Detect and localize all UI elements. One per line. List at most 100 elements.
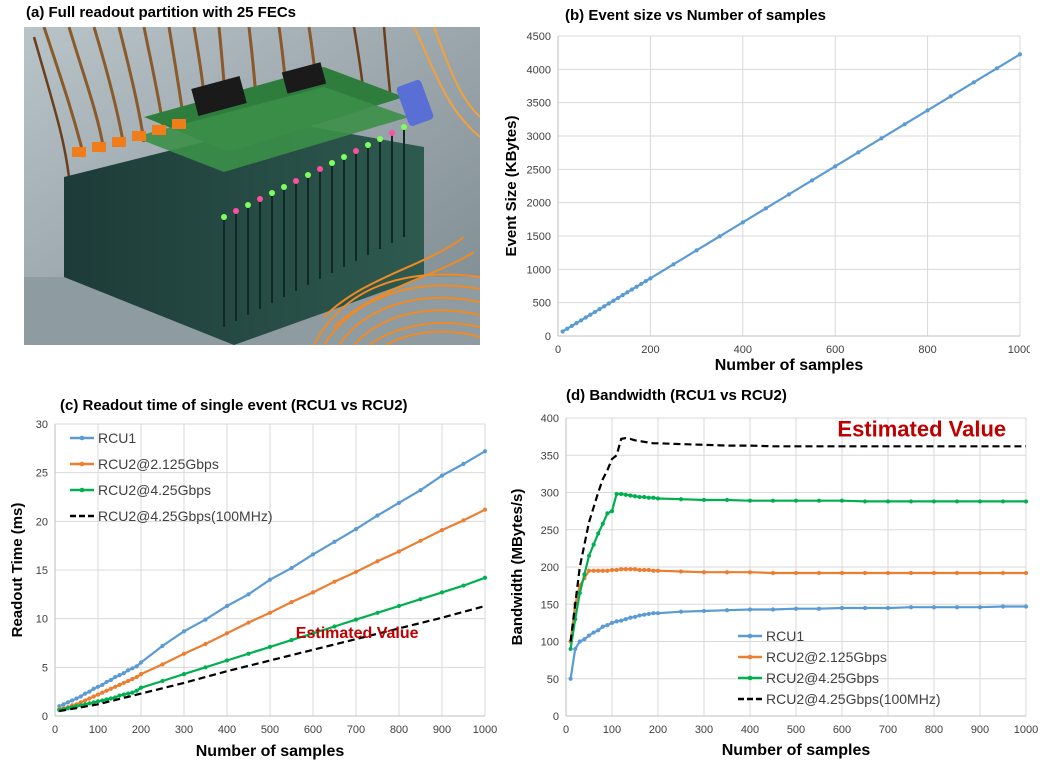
x-tick-label: 800 <box>925 724 943 736</box>
bandwidth-chart: 0 50 100 150 200 250 300 350 400 0 100 200 300 400 500… <box>509 413 1038 759</box>
data-point <box>582 572 587 577</box>
data-point <box>628 567 633 572</box>
data-point <box>1023 604 1029 609</box>
data-point <box>574 321 579 326</box>
x-tick-label: 700 <box>879 724 897 736</box>
data-point <box>596 568 601 573</box>
data-point <box>78 700 83 705</box>
data-point <box>418 538 423 543</box>
data-point <box>126 668 131 673</box>
y-tick-label: 30 <box>36 419 48 431</box>
data-point <box>134 664 139 669</box>
x-tick-label: 600 <box>304 724 322 736</box>
data-point <box>353 527 359 532</box>
x-tick-label: 400 <box>218 724 236 736</box>
data-point <box>694 248 699 253</box>
data-point <box>61 702 66 707</box>
data-point <box>224 603 230 609</box>
data-point <box>724 497 730 503</box>
data-point <box>138 660 144 665</box>
data-point <box>639 281 644 287</box>
x-tick-label: 0 <box>52 724 58 736</box>
data-point <box>224 631 230 636</box>
data-point <box>289 565 294 571</box>
data-point <box>583 315 588 320</box>
data-point <box>203 641 208 647</box>
data-point <box>461 461 466 467</box>
data-point <box>130 690 135 695</box>
data-point <box>104 679 109 685</box>
data-point <box>678 569 684 574</box>
data-point <box>763 206 768 211</box>
data-point <box>569 323 574 329</box>
y-tick-label: 3000 <box>527 131 551 143</box>
data-point <box>605 623 610 628</box>
data-point <box>332 624 337 629</box>
data-point <box>816 498 822 503</box>
y-tick-label: 300 <box>541 488 559 500</box>
data-point <box>609 567 615 573</box>
data-point <box>108 686 113 691</box>
data-point <box>482 449 488 454</box>
x-tick-label: 100 <box>89 724 107 736</box>
data-point <box>632 567 638 572</box>
y-tick-label: 10 <box>36 614 48 626</box>
data-point <box>181 672 187 677</box>
event-size-chart: 0 500 1000 1500 2000 2500 3000 3500 4000 4500 0 200… <box>503 31 1030 374</box>
data-point <box>629 287 635 292</box>
data-point <box>614 491 619 497</box>
data-point <box>310 552 316 557</box>
x-tick-label: 300 <box>175 724 193 736</box>
data-point <box>1000 604 1006 609</box>
data-point <box>839 605 845 611</box>
data-point <box>642 612 647 617</box>
data-point <box>586 553 592 558</box>
data-point <box>91 694 96 699</box>
x-tick-label: 200 <box>649 724 667 736</box>
data-point <box>908 605 914 610</box>
data-point <box>620 293 625 298</box>
data-point <box>931 570 937 576</box>
data-point <box>655 568 661 573</box>
series-line-3 <box>569 436 1026 642</box>
legend-marker <box>79 461 85 467</box>
data-point <box>310 631 316 636</box>
data-point <box>948 94 953 99</box>
y-axis-label: Readout Time (ms) <box>9 503 26 638</box>
x-tick-label: 1000 <box>1014 724 1038 736</box>
data-point <box>565 326 570 331</box>
data-point <box>181 629 187 634</box>
data-point <box>160 678 165 684</box>
data-point <box>577 590 582 596</box>
data-point <box>375 513 380 518</box>
legend-marker <box>79 435 85 441</box>
data-point <box>609 509 615 514</box>
legend-marker <box>747 633 753 639</box>
data-point <box>582 637 587 642</box>
legend-label: RCU2@4.25Gbps <box>766 670 879 686</box>
data-point <box>91 686 96 691</box>
data-point <box>651 611 656 616</box>
data-point <box>619 567 624 572</box>
data-point <box>579 318 584 323</box>
y-tick-label: 4500 <box>527 31 551 43</box>
data-point <box>353 617 359 622</box>
data-point <box>642 494 647 500</box>
data-point <box>461 583 466 588</box>
data-point <box>747 570 753 575</box>
data-point <box>83 691 88 696</box>
x-tick-label: 300 <box>695 724 713 736</box>
x-tick-label: 600 <box>833 724 851 736</box>
data-point <box>596 628 601 633</box>
data-point <box>1000 499 1006 504</box>
data-point <box>605 568 610 573</box>
data-point <box>591 568 596 573</box>
data-point <box>95 692 101 697</box>
data-point <box>100 690 105 695</box>
data-point <box>740 220 745 225</box>
data-point <box>839 570 845 576</box>
data-point <box>78 694 83 699</box>
data-point <box>619 491 624 497</box>
data-point <box>113 684 118 689</box>
legend-label: RCU2@4.25Gbps(100MHz) <box>98 508 273 524</box>
